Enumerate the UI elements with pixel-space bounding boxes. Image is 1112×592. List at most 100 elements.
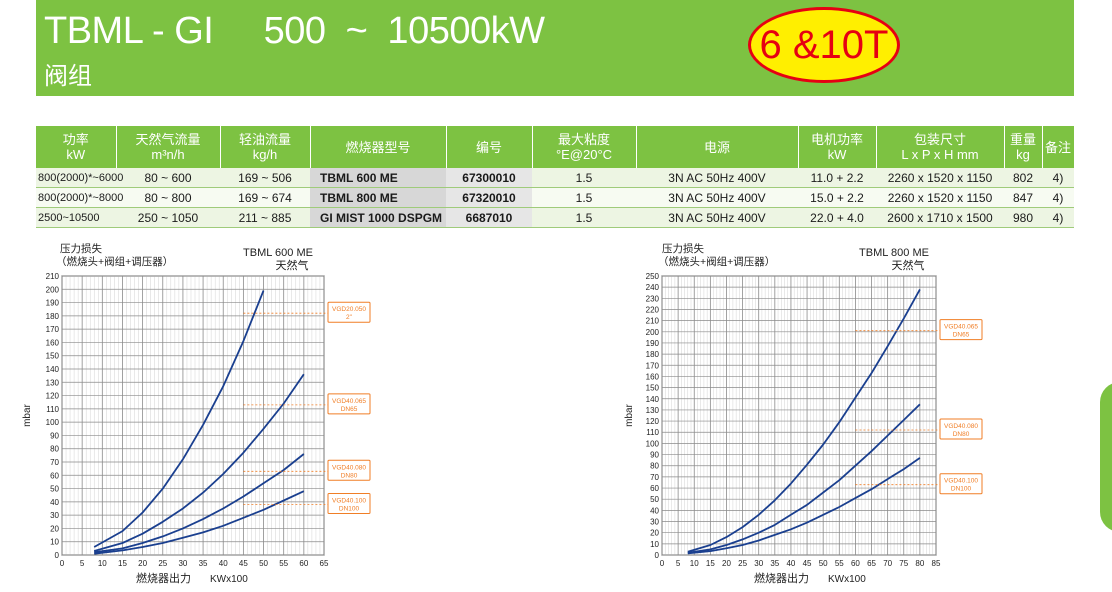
valve-label-size: DN100 bbox=[339, 506, 360, 513]
x-tick-label: 80 bbox=[915, 559, 924, 568]
valve-label-model: VGD40.065 bbox=[944, 324, 978, 331]
valve-label-box bbox=[327, 301, 371, 323]
x-axis-caption: 燃烧器出力 bbox=[136, 571, 191, 585]
y-tick-label: 170 bbox=[46, 325, 60, 334]
x-tick-label: 65 bbox=[867, 559, 876, 568]
y-axis-caption-detail: （燃烧头+阀组+调压器） bbox=[658, 255, 775, 268]
x-tick-label: 0 bbox=[660, 559, 665, 568]
y-tick-label: 210 bbox=[646, 317, 660, 326]
chart-title: TBML 600 ME bbox=[243, 247, 313, 259]
x-tick-label: 60 bbox=[851, 559, 860, 568]
cell-power: 800(2000)*~8000 bbox=[36, 187, 123, 208]
y-tick-label: 70 bbox=[50, 458, 59, 467]
y-tick-label: 150 bbox=[646, 384, 660, 393]
cell-supply: 3N AC 50Hz 400V bbox=[636, 207, 798, 228]
y-tick-label: 120 bbox=[646, 417, 660, 426]
valve-label-size: DN65 bbox=[953, 332, 970, 339]
table-row: 800(2000)*~8000 80 ~ 800 169 ~ 674 TBML … bbox=[36, 187, 1074, 208]
col-header-motor: 电机功率 kW bbox=[798, 126, 877, 168]
y-tick-label: 40 bbox=[50, 498, 59, 507]
y-tick-label: 60 bbox=[50, 471, 59, 480]
series-line-vgd40-065 bbox=[93, 373, 305, 552]
y-tick-label: 250 bbox=[646, 272, 660, 281]
y-tick-label: 130 bbox=[46, 378, 60, 387]
y-tick-label: 20 bbox=[650, 529, 659, 538]
y-tick-label: 140 bbox=[46, 365, 60, 374]
valve-label-box bbox=[939, 319, 983, 341]
valve-label-box bbox=[327, 459, 371, 481]
side-tab bbox=[1100, 382, 1112, 532]
x-tick-label: 20 bbox=[138, 559, 147, 568]
y-axis-caption: 压力损失 bbox=[60, 242, 102, 255]
y-tick-label: 20 bbox=[50, 524, 59, 533]
series-line-vgd40-065 bbox=[687, 288, 921, 553]
x-axis-caption: 燃烧器出力 bbox=[754, 571, 809, 585]
x-tick-label: 45 bbox=[239, 559, 248, 568]
cell-motor: 11.0 + 2.2 bbox=[798, 168, 876, 188]
y-tick-label: 170 bbox=[646, 361, 660, 370]
y-axis-caption: 压力损失 bbox=[662, 242, 704, 255]
col-header-gas-flow: 天然气流量 m³n/h bbox=[116, 126, 221, 168]
x-tick-label: 45 bbox=[803, 559, 812, 568]
y-tick-label: 120 bbox=[46, 392, 60, 401]
cell-code: 67300010 bbox=[446, 168, 532, 188]
table-row: 800(2000)*~6000 80 ~ 600 169 ~ 506 TBML … bbox=[36, 168, 1074, 188]
col-header-notes: 备注 bbox=[1042, 126, 1075, 168]
col-header-supply: 电源 bbox=[636, 126, 799, 168]
valve-label-size: DN80 bbox=[341, 472, 358, 479]
x-tick-label: 5 bbox=[80, 559, 85, 568]
y-tick-label: 80 bbox=[50, 445, 59, 454]
chart-subtitle: 天然气 bbox=[276, 258, 309, 272]
col-header-weight: 重量 kg bbox=[1004, 126, 1043, 168]
y-tick-label: 110 bbox=[646, 428, 659, 437]
chart-title: TBML 800 ME bbox=[859, 247, 929, 259]
series-line-vgd40-080 bbox=[94, 453, 305, 554]
cell-packing: 2600 x 1710 x 1500 bbox=[876, 207, 1004, 228]
valve-label-box bbox=[327, 493, 371, 515]
col-header-viscosity: 最大粘度 °E@20°C bbox=[532, 126, 637, 168]
series-line-vgd20-050 bbox=[93, 290, 265, 548]
x-tick-label: 55 bbox=[835, 559, 844, 568]
cell-supply: 3N AC 50Hz 400V bbox=[636, 187, 798, 208]
x-tick-label: 75 bbox=[899, 559, 908, 568]
cell-motor: 15.0 + 2.2 bbox=[798, 187, 876, 208]
x-tick-label: 15 bbox=[706, 559, 715, 568]
x-tick-label: 85 bbox=[932, 559, 941, 568]
x-tick-label: 60 bbox=[299, 559, 308, 568]
y-tick-label: 30 bbox=[650, 518, 659, 527]
y-tick-label: 240 bbox=[646, 283, 660, 292]
y-tick-label: 50 bbox=[650, 495, 659, 504]
plot-area bbox=[661, 275, 937, 556]
y-tick-label: 90 bbox=[650, 451, 659, 460]
y-tick-label: 190 bbox=[646, 339, 660, 348]
spec-table: 功率 kW 天然气流量 m³n/h 轻油流量 kg/h 燃烧器型号 编号 最大粘度 °E… bbox=[36, 126, 1075, 228]
y-tick-label: 30 bbox=[50, 511, 59, 520]
y-tick-label: 60 bbox=[650, 484, 659, 493]
cell-viscosity: 1.5 bbox=[532, 168, 636, 188]
valve-label-size: DN65 bbox=[341, 406, 358, 413]
y-tick-label: 10 bbox=[650, 540, 659, 549]
y-tick-label: 0 bbox=[55, 551, 60, 560]
cell-packing: 2260 x 1520 x 1150 bbox=[876, 168, 1004, 188]
valve-label-model: VGD40.065 bbox=[332, 398, 366, 405]
y-tick-label: 100 bbox=[46, 418, 60, 427]
y-tick-label: 80 bbox=[650, 462, 659, 471]
cell-notes: 4) bbox=[1042, 207, 1074, 228]
col-header-code: 编号 bbox=[446, 126, 533, 168]
cell-packing: 2260 x 1520 x 1150 bbox=[876, 187, 1004, 208]
valve-label-model: VGD20.050 bbox=[332, 306, 366, 313]
x-tick-label: 70 bbox=[883, 559, 892, 568]
x-tick-label: 55 bbox=[279, 559, 288, 568]
y-tick-label: 160 bbox=[646, 372, 660, 381]
y-axis-label: mbar bbox=[624, 403, 635, 426]
x-axis-label: KWx100 bbox=[828, 574, 866, 585]
x-tick-label: 0 bbox=[60, 559, 65, 568]
cell-weight: 802 bbox=[1004, 168, 1042, 188]
valve-label-box bbox=[939, 473, 983, 495]
x-tick-label: 15 bbox=[118, 559, 127, 568]
x-tick-label: 30 bbox=[754, 559, 763, 568]
cell-model: TBML 600 ME bbox=[310, 168, 446, 188]
